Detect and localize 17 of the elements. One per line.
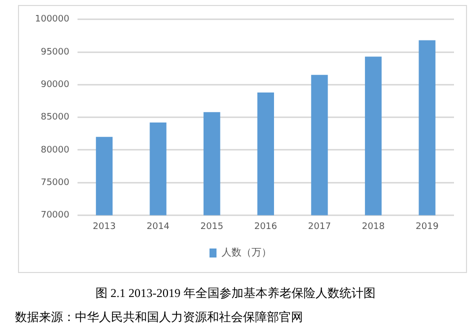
y-tick-label: 90000 xyxy=(40,80,70,90)
text: 图 2.1 2013-2019 年全国参加基本养老保险人数统计图 xyxy=(94,285,376,302)
x-tick-label: 2018 xyxy=(362,222,386,232)
x-tick-label: 2013 xyxy=(92,222,116,232)
y-tick-label: 95000 xyxy=(40,47,70,58)
y-tick-label: 75000 xyxy=(40,178,70,188)
y-tick-label: 80000 xyxy=(40,145,70,156)
x-tick-label: 2016 xyxy=(254,222,278,232)
legend-label: 人数（万） xyxy=(222,248,272,259)
x-tick-label: 2019 xyxy=(416,222,439,232)
x-tick-label: 2015 xyxy=(200,222,224,232)
y-tick-label: 100000 xyxy=(34,14,70,25)
x-tick-label: 2014 xyxy=(146,222,170,232)
y-tick-label: 70000 xyxy=(40,210,70,221)
x-tick-label: 2017 xyxy=(308,222,331,232)
y-tick-label: 85000 xyxy=(40,112,70,123)
source-note: 数据来源：中华人民共和国人力资源和社会保障部官网 xyxy=(15,309,303,326)
